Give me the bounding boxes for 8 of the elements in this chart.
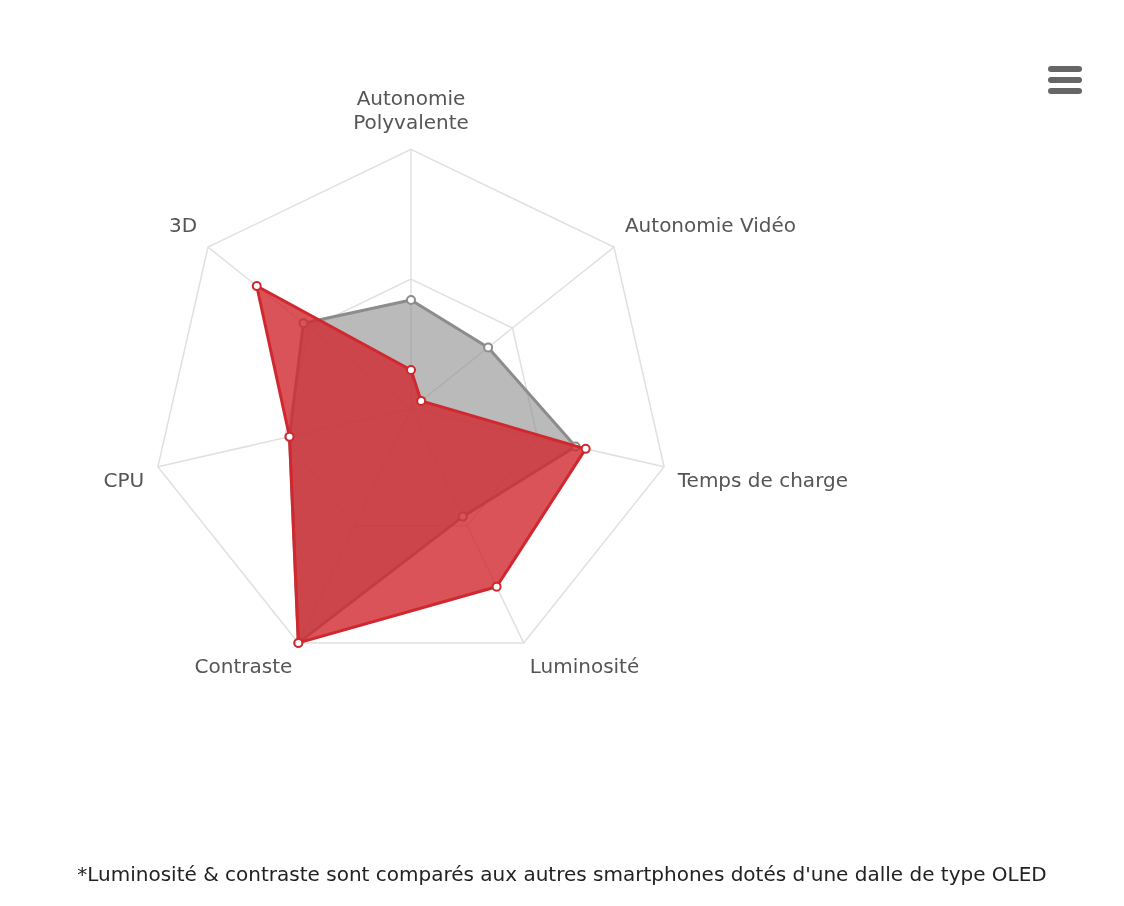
spoke-label: Autonomie Vidéo: [624, 212, 797, 237]
spoke-label: Contraste: [194, 653, 293, 678]
spoke-label: 3D: [168, 212, 198, 237]
spoke-label: Temps de charge: [676, 468, 848, 493]
text: *Luminosité & contraste sont comparés aux autres smartphones dotés d'une dalle de type OLED: [76, 862, 1048, 886]
spoke-label: Luminosité: [529, 653, 640, 678]
spoke-label: CPU: [103, 468, 145, 493]
spoke-label: Autonomie Polyvalente: [353, 85, 469, 134]
